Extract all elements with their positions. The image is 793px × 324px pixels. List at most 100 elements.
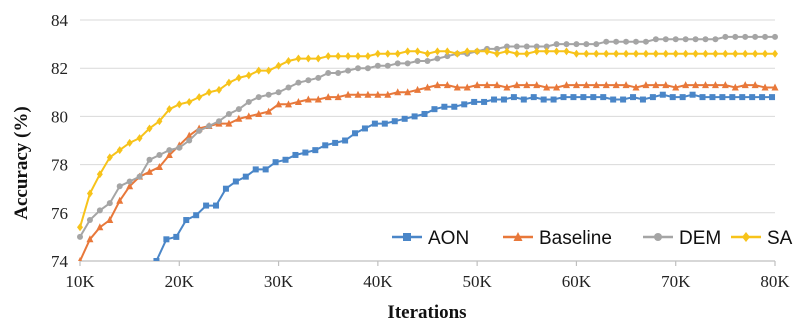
data-point <box>213 202 220 209</box>
data-point <box>749 94 756 101</box>
data-point <box>752 49 759 58</box>
data-point <box>304 95 312 103</box>
data-point <box>166 147 173 154</box>
data-point <box>314 95 322 103</box>
data-point <box>563 47 570 56</box>
data-point <box>444 53 451 60</box>
data-point <box>424 57 431 64</box>
data-point <box>384 49 391 58</box>
data-point <box>434 55 441 62</box>
data-point <box>772 49 778 58</box>
data-point <box>302 149 309 156</box>
data-point <box>424 83 431 91</box>
x-tick-label: 60K <box>562 272 592 291</box>
data-point <box>513 43 520 50</box>
series-baseline <box>78 81 779 261</box>
data-point <box>729 94 736 101</box>
data-point <box>431 106 438 113</box>
data-point <box>193 212 200 219</box>
data-point <box>225 78 232 87</box>
data-point <box>702 36 709 43</box>
data-point <box>623 38 630 45</box>
data-point <box>421 110 428 117</box>
data-point <box>523 49 530 58</box>
data-point <box>185 131 193 139</box>
data-point <box>414 57 421 64</box>
data-point <box>709 94 716 101</box>
data-point <box>494 45 500 52</box>
data-point <box>232 178 239 185</box>
data-point <box>315 54 322 63</box>
data-point <box>652 36 659 43</box>
series-dem <box>77 33 778 240</box>
data-point <box>334 93 342 101</box>
data-point <box>632 83 640 91</box>
data-point <box>394 49 401 58</box>
data-point <box>255 66 262 75</box>
data-point <box>769 94 776 101</box>
data-point <box>520 96 527 103</box>
data-point <box>216 85 222 94</box>
data-point <box>411 113 418 120</box>
data-point <box>662 49 669 58</box>
data-point <box>702 81 709 89</box>
data-point <box>483 81 491 89</box>
data-point <box>570 94 577 101</box>
data-point <box>186 137 193 144</box>
data-point <box>461 101 468 108</box>
data-point <box>312 147 319 154</box>
data-point <box>444 47 451 56</box>
data-point <box>513 49 520 58</box>
data-point <box>155 163 163 171</box>
data-point <box>325 52 332 61</box>
data-point <box>451 103 458 110</box>
data-point <box>146 156 153 163</box>
y-tick-label: 82 <box>51 59 68 78</box>
data-point <box>166 105 173 114</box>
data-point <box>434 47 441 56</box>
data-point <box>156 151 163 158</box>
data-point <box>272 159 279 166</box>
data-point <box>583 41 590 48</box>
data-point <box>593 49 600 58</box>
data-point <box>699 94 706 101</box>
data-point <box>573 41 580 48</box>
data-point <box>602 81 610 89</box>
data-point <box>77 233 83 240</box>
data-point <box>404 88 412 96</box>
data-point <box>196 93 203 102</box>
data-point <box>86 217 93 224</box>
y-tick-labels: 74 76 78 80 82 84 <box>51 11 69 271</box>
data-point <box>342 137 349 144</box>
data-point <box>533 47 540 56</box>
data-point <box>196 127 203 134</box>
data-point <box>96 170 103 179</box>
data-point <box>352 130 359 137</box>
data-point <box>265 66 272 75</box>
data-point <box>282 156 289 163</box>
data-point <box>255 94 262 101</box>
data-point <box>275 89 282 96</box>
data-point <box>173 233 180 240</box>
data-point <box>245 112 253 120</box>
data-point <box>414 85 422 93</box>
data-point <box>672 36 679 43</box>
data-point <box>404 47 411 56</box>
data-point <box>242 173 249 180</box>
data-point <box>751 81 759 89</box>
x-tick-label: 80K <box>760 272 790 291</box>
data-point <box>550 96 557 103</box>
data-point <box>294 97 302 105</box>
y-tick-label: 84 <box>51 11 69 30</box>
data-point <box>265 91 272 98</box>
data-point <box>600 94 607 101</box>
x-tick-label: 50K <box>463 272 493 291</box>
data-point <box>772 33 778 40</box>
data-point <box>364 90 372 98</box>
data-point <box>354 90 362 98</box>
legend-label: DEM <box>679 228 721 249</box>
data-point <box>582 81 590 89</box>
data-point <box>424 49 431 58</box>
data-point <box>355 65 361 72</box>
data-point <box>126 178 133 185</box>
